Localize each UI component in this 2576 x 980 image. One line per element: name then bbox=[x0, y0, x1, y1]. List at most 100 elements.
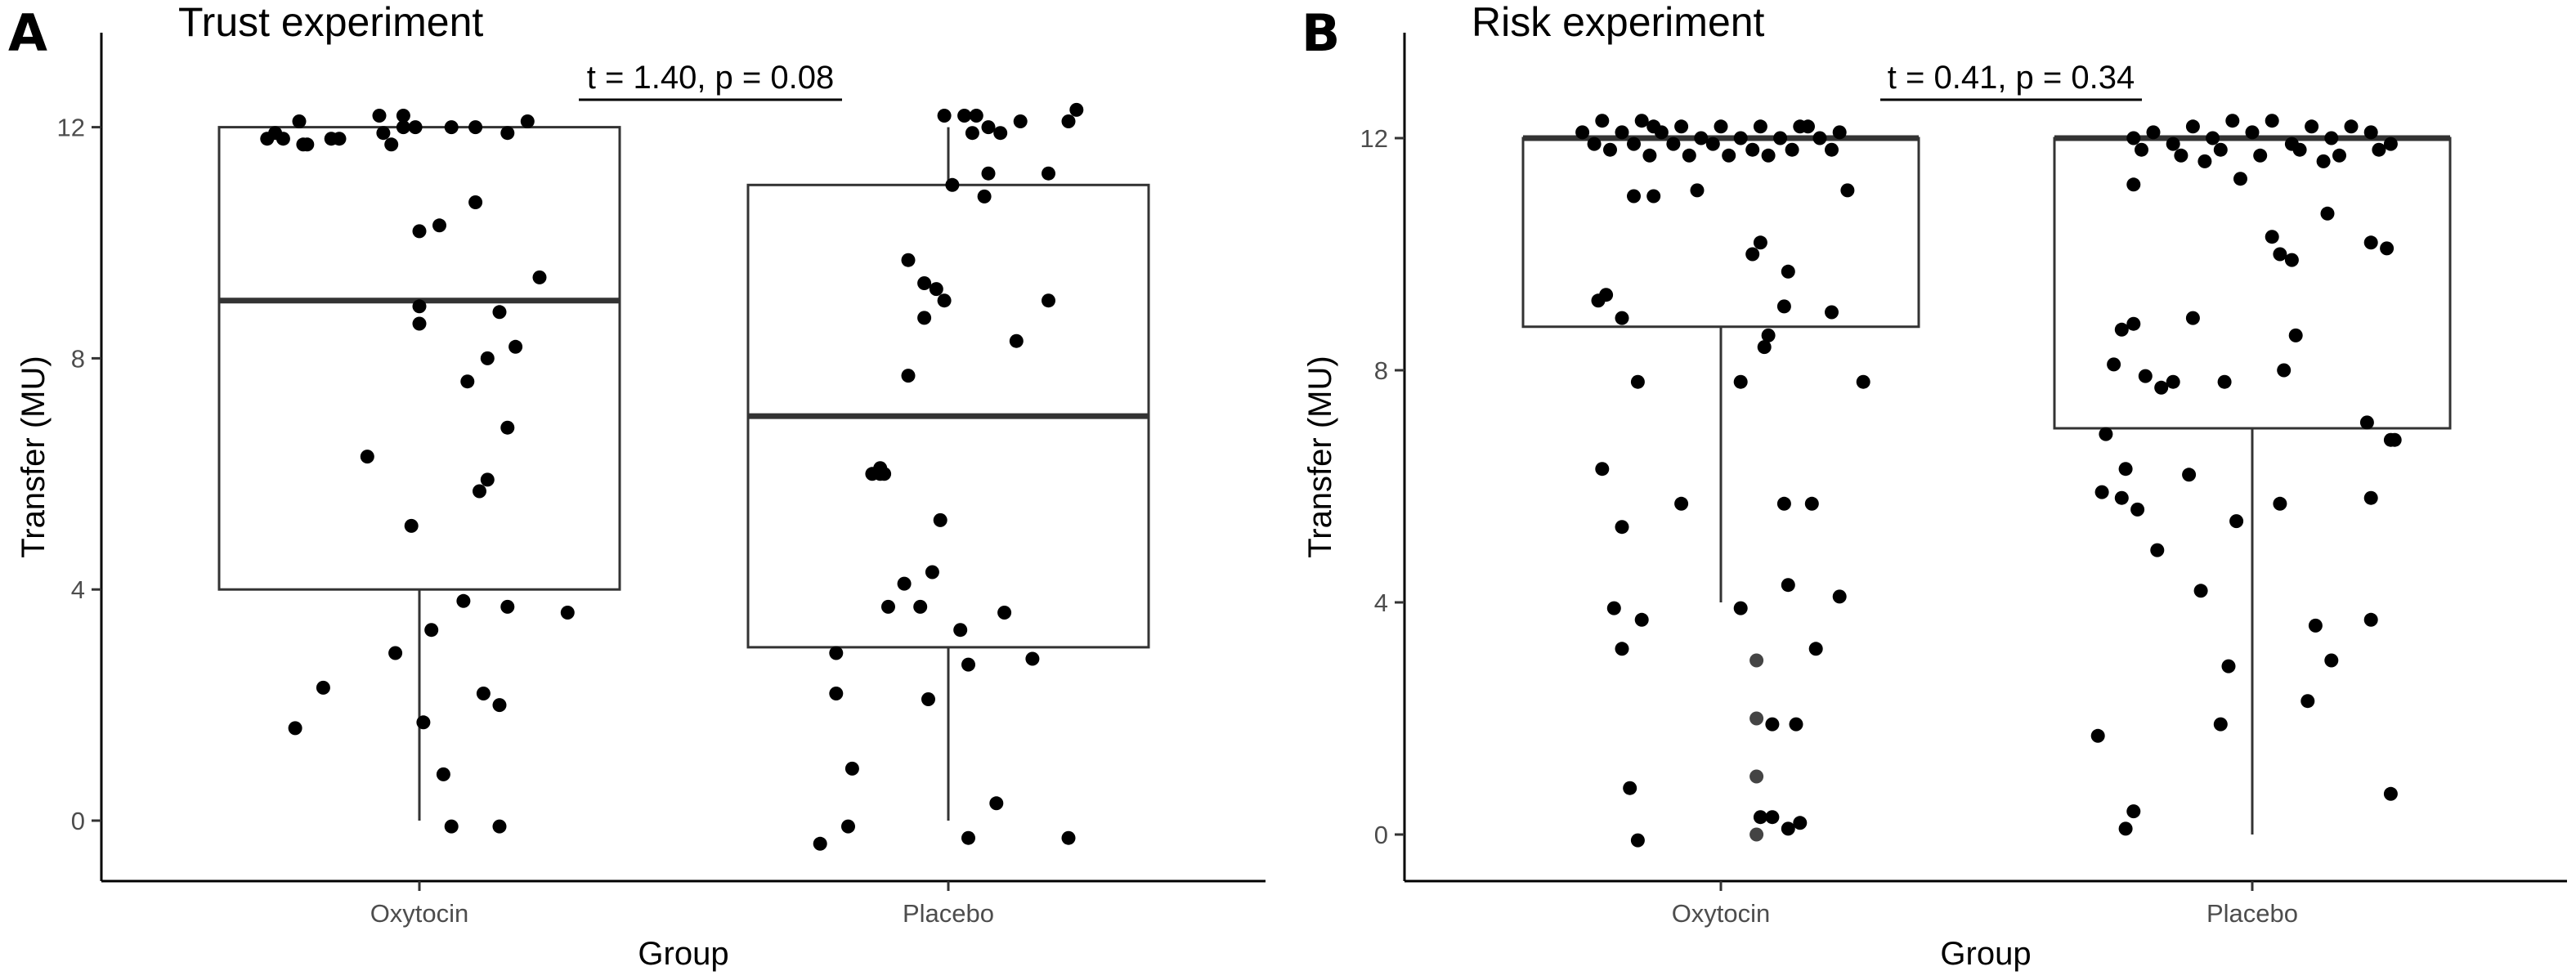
panel-b-point-placebo bbox=[2193, 584, 2208, 598]
panel-b-box-placebo-iqr bbox=[2053, 136, 2452, 430]
panel-a-point-oxytocin bbox=[376, 126, 391, 141]
panel-a-point-oxytocin bbox=[292, 114, 307, 128]
panel-b-point-placebo bbox=[2320, 206, 2335, 221]
panel-a-point-oxytocin bbox=[480, 472, 495, 487]
panel-a-point-placebo bbox=[997, 606, 1012, 620]
panel-b-point-oxytocin bbox=[1753, 235, 1767, 250]
panel-a-point-oxytocin bbox=[416, 715, 431, 730]
panel-b-point-oxytocin bbox=[1776, 299, 1791, 314]
panel-b-point-placebo bbox=[2383, 136, 2398, 151]
panel-a-point-placebo bbox=[937, 109, 952, 123]
panel-a-point-placebo bbox=[937, 293, 952, 308]
panel-a-point-placebo bbox=[989, 796, 1004, 811]
panel-b-xtick-label: Placebo bbox=[2206, 899, 2298, 928]
panel-a-point-placebo bbox=[1025, 651, 1040, 666]
panel-b-point-oxytocin bbox=[1856, 374, 1870, 389]
panel-a-point-placebo bbox=[917, 276, 932, 290]
panel-b-point-oxytocin bbox=[1804, 496, 1819, 511]
panel-b-point-placebo bbox=[2265, 114, 2279, 128]
panel-a-point-placebo bbox=[901, 369, 916, 383]
panel-b-point-placebo bbox=[2324, 131, 2339, 145]
panel-a-point-placebo bbox=[1009, 333, 1024, 348]
panel-b-point-oxytocin bbox=[1690, 183, 1705, 198]
panel-b-point-oxytocin bbox=[1733, 131, 1748, 145]
panel-b-point-oxytocin bbox=[1801, 119, 1815, 134]
panel-a-point-placebo bbox=[813, 836, 827, 851]
panel-b-point-oxytocin bbox=[1682, 148, 1696, 163]
panel-b-point-oxytocin bbox=[1749, 769, 1764, 784]
panel-a-point-oxytocin bbox=[436, 767, 450, 781]
panel-a-point-oxytocin bbox=[460, 374, 475, 389]
panel-a-point-oxytocin bbox=[412, 316, 427, 331]
panel-b-point-placebo bbox=[2233, 172, 2247, 186]
panel-b-point-placebo bbox=[2185, 119, 2200, 134]
panel-b-ytick-label: 12 bbox=[1360, 124, 1388, 153]
panel-b-point-oxytocin bbox=[1714, 119, 1728, 134]
panel-b-point-oxytocin bbox=[1825, 305, 1839, 320]
panel-a-point-placebo bbox=[913, 599, 928, 614]
panel-b-point-placebo bbox=[2380, 241, 2395, 256]
panel-b-point-oxytocin bbox=[1745, 247, 1760, 262]
panel-b-point-placebo bbox=[2213, 717, 2228, 732]
panel-b-point-placebo bbox=[2206, 131, 2220, 145]
panel-b-point-oxytocin bbox=[1606, 601, 1621, 615]
panel-a-point-placebo bbox=[1061, 830, 1076, 845]
panel-b-point-oxytocin bbox=[1749, 711, 1764, 726]
panel-b-point-placebo bbox=[2107, 357, 2121, 372]
panel-b-point-oxytocin bbox=[1630, 833, 1645, 848]
panel-b-point-oxytocin bbox=[1781, 264, 1795, 279]
panel-a-point-placebo bbox=[1042, 293, 1055, 308]
panel-a-point-oxytocin bbox=[500, 420, 515, 435]
panel-b-point-oxytocin bbox=[1832, 589, 1847, 604]
panel-a-point-placebo bbox=[844, 761, 859, 776]
panel-a-point-placebo bbox=[901, 253, 916, 267]
panel-b-point-oxytocin bbox=[1749, 827, 1764, 842]
panel-a-point-placebo bbox=[881, 599, 895, 614]
panel-b-point-oxytocin bbox=[1646, 119, 1661, 134]
panel-a-point-oxytocin bbox=[424, 623, 439, 638]
panel-a-point-placebo bbox=[977, 189, 992, 204]
panel-b-point-placebo bbox=[2197, 154, 2212, 168]
panel-a-point-oxytocin bbox=[372, 109, 387, 123]
panel-b-annotation: t = 0.41, p = 0.34 bbox=[1888, 60, 2135, 96]
panel-b-point-placebo bbox=[2308, 618, 2323, 633]
panel-b-point-oxytocin bbox=[1781, 578, 1795, 593]
panel-b-point-oxytocin bbox=[1781, 821, 1795, 836]
panel-b-point-placebo bbox=[2273, 496, 2287, 511]
panel-b-point-placebo bbox=[2114, 490, 2129, 505]
panel-a-point-oxytocin bbox=[260, 132, 275, 146]
panel-a-point-oxytocin bbox=[500, 599, 515, 614]
panel-b-point-placebo bbox=[2090, 728, 2105, 743]
panel-a-point-oxytocin bbox=[508, 339, 523, 354]
panel-b-point-oxytocin bbox=[1575, 125, 1590, 140]
panel-a-point-placebo bbox=[965, 126, 979, 141]
panel-b-point-placebo bbox=[2363, 490, 2378, 505]
panel-b-point-placebo bbox=[2182, 468, 2197, 482]
panel-a-point-placebo bbox=[957, 109, 972, 123]
panel-a-point-placebo bbox=[925, 565, 939, 579]
panel-b-point-placebo bbox=[2363, 612, 2378, 627]
panel-b-point-placebo bbox=[2363, 125, 2378, 140]
panel-b-point-oxytocin bbox=[1615, 520, 1629, 535]
panel-a-point-placebo bbox=[945, 177, 960, 192]
panel-b-point-placebo bbox=[2221, 659, 2236, 673]
panel-b-point-placebo bbox=[2217, 374, 2232, 389]
panel-a-point-oxytocin bbox=[360, 450, 374, 464]
panel-a-ylabel: Transfer (MU) bbox=[16, 356, 52, 557]
panel-a-point-oxytocin bbox=[396, 120, 410, 135]
panel-b-point-placebo bbox=[2288, 328, 2303, 342]
panel-b-point-oxytocin bbox=[1623, 781, 1637, 795]
panel-a-point-placebo bbox=[921, 692, 935, 706]
panel-a-point-oxytocin bbox=[492, 305, 507, 320]
panel-b-ylabel: Transfer (MU) bbox=[1302, 356, 1338, 557]
panel-a-point-oxytocin bbox=[324, 132, 338, 146]
panel-b-point-placebo bbox=[2273, 247, 2287, 262]
panel-b-point-oxytocin bbox=[1789, 717, 1803, 732]
panel-a-point-oxytocin bbox=[444, 819, 459, 834]
panel-b-point-oxytocin bbox=[1595, 114, 1610, 128]
panel-b-xlabel: Group bbox=[1940, 936, 2031, 972]
panel-b-point-placebo bbox=[2229, 514, 2244, 529]
panel-b-point-oxytocin bbox=[1674, 496, 1689, 511]
panel-a-point-placebo bbox=[917, 311, 932, 325]
panel-b-point-placebo bbox=[2126, 804, 2141, 819]
